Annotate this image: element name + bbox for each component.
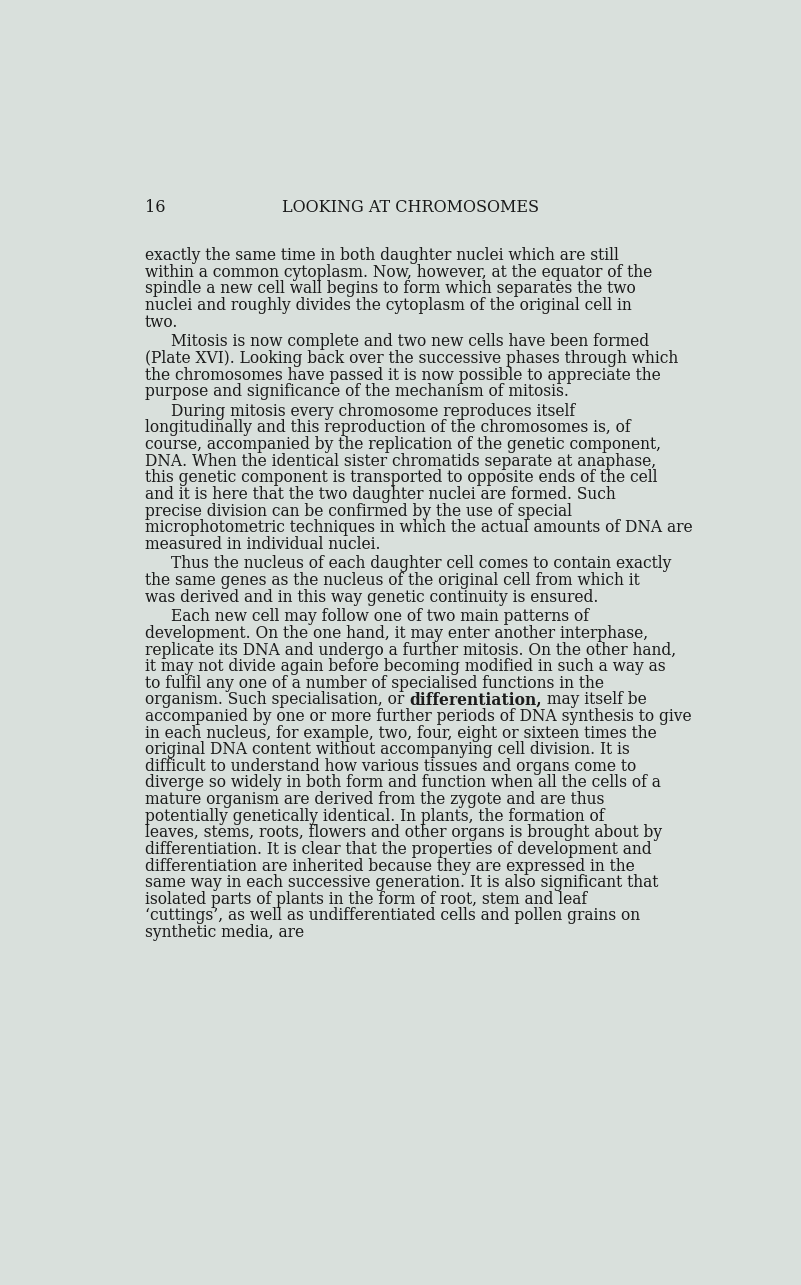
Text: and it is here that the two daughter nuclei are formed. Such: and it is here that the two daughter nuc… [145, 486, 616, 502]
Text: this genetic component is transported to opposite ends of the cell: this genetic component is transported to… [145, 469, 658, 486]
Text: synthetic media, are: synthetic media, are [145, 924, 304, 941]
Text: During mitosis every chromosome reproduces itself: During mitosis every chromosome reproduc… [171, 402, 575, 420]
Text: accompanied by one or more further periods of DNA synthesis to give: accompanied by one or more further perio… [145, 708, 691, 725]
Text: leaves, stems, roots, flowers and other organs is brought about by: leaves, stems, roots, flowers and other … [145, 825, 662, 842]
Text: microphotometric techniques in which the actual amounts of DNA are: microphotometric techniques in which the… [145, 519, 692, 536]
Text: Thus the nucleus of each daughter cell comes to contain exactly: Thus the nucleus of each daughter cell c… [171, 555, 671, 572]
Text: original DNA content without accompanying cell division. It is: original DNA content without accompanyin… [145, 741, 630, 758]
Text: exactly the same time in both daughter nuclei which are still: exactly the same time in both daughter n… [145, 247, 618, 265]
Text: organism. Such specialisation, or: organism. Such specialisation, or [145, 691, 409, 708]
Text: course, accompanied by the replication of the genetic component,: course, accompanied by the replication o… [145, 436, 661, 454]
Text: it may not divide again before becoming modified in such a way as: it may not divide again before becoming … [145, 658, 666, 675]
Text: isolated parts of plants in the form of root, stem and leaf: isolated parts of plants in the form of … [145, 891, 587, 907]
Text: difficult to understand how various tissues and organs come to: difficult to understand how various tiss… [145, 758, 636, 775]
Text: same way in each successive generation. It is also significant that: same way in each successive generation. … [145, 874, 658, 892]
Text: measured in individual nuclei.: measured in individual nuclei. [145, 536, 380, 553]
Text: in each nucleus, for example, two, four, eight or sixteen times the: in each nucleus, for example, two, four,… [145, 725, 657, 741]
Text: 16: 16 [145, 199, 165, 216]
Text: precise division can be confirmed by the use of special: precise division can be confirmed by the… [145, 502, 572, 519]
Text: Each new cell may follow one of two main patterns of: Each new cell may follow one of two main… [171, 608, 589, 626]
Text: the same genes as the nucleus of the original cell from which it: the same genes as the nucleus of the ori… [145, 572, 639, 589]
Text: may itself be: may itself be [541, 691, 646, 708]
Text: two.: two. [145, 314, 178, 330]
Text: differentiation. It is clear that the properties of development and: differentiation. It is clear that the pr… [145, 840, 651, 858]
Text: within a common cytoplasm. Now, however, at the equator of the: within a common cytoplasm. Now, however,… [145, 263, 652, 281]
Text: Mitosis is now complete and two new cells have been formed: Mitosis is now complete and two new cell… [171, 333, 649, 351]
Text: development. On the one hand, it may enter another interphase,: development. On the one hand, it may ent… [145, 625, 648, 642]
Text: spindle a new cell wall begins to form which separates the two: spindle a new cell wall begins to form w… [145, 280, 635, 297]
Text: purpose and significance of the mechanism of mitosis.: purpose and significance of the mechanis… [145, 383, 569, 400]
Text: (Plate XVI). Looking back over the successive phases through which: (Plate XVI). Looking back over the succe… [145, 350, 678, 368]
Text: to fulfil any one of a number of specialised functions in the: to fulfil any one of a number of special… [145, 675, 604, 691]
Text: potentially genetically identical. In plants, the formation of: potentially genetically identical. In pl… [145, 808, 604, 825]
Text: ‘cuttings’, as well as undifferentiated cells and pollen grains on: ‘cuttings’, as well as undifferentiated … [145, 907, 640, 924]
Text: the chromosomes have passed it is now possible to appreciate the: the chromosomes have passed it is now po… [145, 366, 661, 383]
Text: LOOKING AT CHROMOSOMES: LOOKING AT CHROMOSOMES [282, 199, 539, 216]
Text: nuclei and roughly divides the cytoplasm of the original cell in: nuclei and roughly divides the cytoplasm… [145, 297, 631, 314]
Text: was derived and in this way genetic continuity is ensured.: was derived and in this way genetic cont… [145, 589, 598, 605]
Text: diverge so widely in both form and function when all the cells of a: diverge so widely in both form and funct… [145, 775, 661, 792]
Text: longitudinally and this reproduction of the chromosomes is, of: longitudinally and this reproduction of … [145, 419, 630, 437]
Text: DNA. When the identical sister chromatids separate at anaphase,: DNA. When the identical sister chromatid… [145, 452, 656, 469]
Text: differentiation,: differentiation, [409, 691, 541, 708]
Text: replicate its DNA and undergo a further mitosis. On the other hand,: replicate its DNA and undergo a further … [145, 641, 676, 658]
Text: mature organism are derived from the zygote and are thus: mature organism are derived from the zyg… [145, 792, 604, 808]
Text: differentiation are inherited because they are expressed in the: differentiation are inherited because th… [145, 857, 634, 875]
